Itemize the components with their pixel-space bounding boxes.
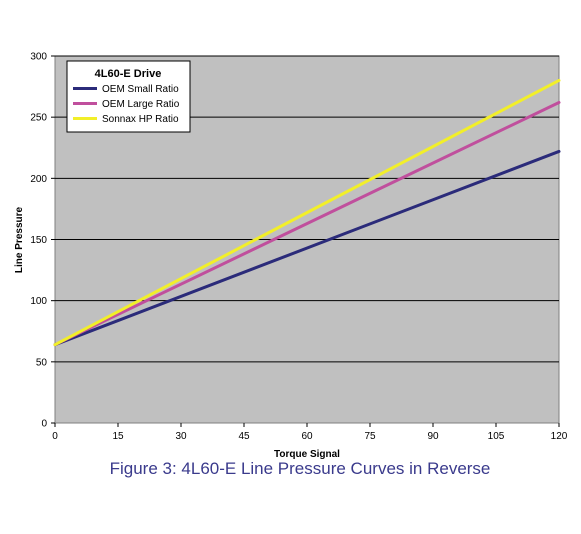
y-tick-label: 300	[30, 52, 47, 63]
x-axis-title: Torque Signal	[274, 449, 340, 460]
x-tick-label: 75	[364, 431, 376, 442]
legend-title: 4L60-E Drive	[95, 68, 162, 80]
x-axis-ticks: 0 15 30 45 60 75 90 105 120	[52, 423, 568, 442]
y-tick-label: 250	[30, 113, 47, 124]
y-tick-label: 100	[30, 296, 47, 307]
y-axis-title: Line Pressure	[14, 206, 25, 273]
x-tick-label: 105	[488, 431, 505, 442]
x-tick-label: 60	[301, 431, 313, 442]
legend-label: OEM Large Ratio	[102, 99, 180, 110]
x-tick-label: 15	[112, 431, 124, 442]
x-tick-label: 90	[427, 431, 439, 442]
series-line	[53, 100, 561, 347]
y-tick-label: 0	[41, 419, 47, 430]
x-tick-label: 120	[551, 431, 568, 442]
x-tick-label: 45	[238, 431, 250, 442]
y-tick-label: 50	[36, 357, 48, 368]
x-tick-label: 30	[175, 431, 187, 442]
legend: 4L60-E Drive OEM Small Ratio OEM Large Ra…	[66, 60, 191, 133]
legend-box	[66, 60, 191, 133]
y-tick-label: 150	[30, 235, 47, 246]
figure-caption: Figure 3: 4L60-E Line Pressure Curves in…	[110, 459, 491, 478]
series-lines	[53, 78, 561, 347]
series-line	[53, 78, 561, 347]
legend-entries: OEM Small Ratio OEM Large Ratio Sonnax HP …	[73, 84, 180, 125]
legend-label: OEM Small Ratio	[102, 84, 179, 95]
y-axis-ticks: 0 50 100 150 200 250 300	[30, 52, 55, 430]
y-tick-label: 200	[30, 174, 47, 185]
x-tick-label: 0	[52, 431, 58, 442]
series-line	[53, 149, 561, 347]
legend-label: Sonnax HP Ratio	[102, 114, 179, 125]
